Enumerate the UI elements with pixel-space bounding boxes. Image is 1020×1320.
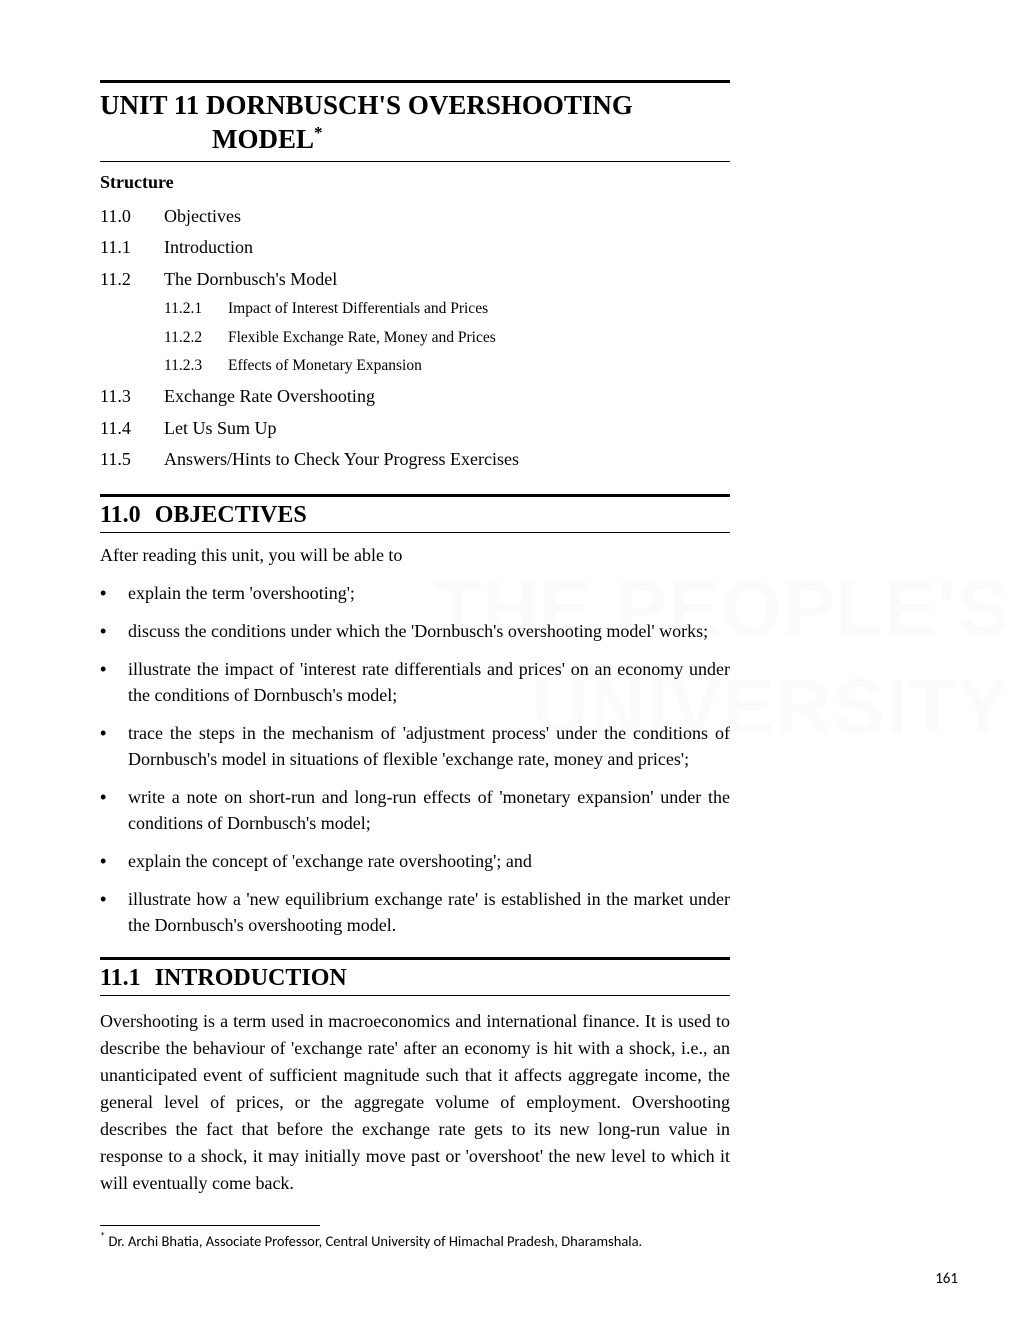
page-content: UNIT 11 DORNBUSCH'S OVERSHOOTING MODEL* … bbox=[100, 80, 730, 1249]
unit-title-block: UNIT 11 DORNBUSCH'S OVERSHOOTING MODEL* bbox=[100, 80, 730, 162]
toc-label: Answers/Hints to Check Your Progress Exe… bbox=[164, 444, 519, 476]
toc-sub-group: 11.2.1 Impact of Interest Differentials … bbox=[100, 295, 730, 381]
toc-sub-item: 11.2.3 Effects of Monetary Expansion bbox=[164, 352, 730, 381]
list-text: explain the term 'overshooting'; bbox=[128, 580, 730, 606]
toc-number: 11.1 bbox=[100, 232, 138, 264]
section-heading-block: 11.1 INTRODUCTION bbox=[100, 957, 730, 996]
toc-number: 11.2 bbox=[100, 264, 138, 296]
list-item: •illustrate the impact of 'interest rate… bbox=[100, 656, 730, 708]
list-text: illustrate the impact of 'interest rate … bbox=[128, 656, 730, 708]
footnote-mark: * bbox=[100, 1230, 105, 1243]
section-number: 11.1 bbox=[100, 965, 141, 992]
introduction-paragraph: Overshooting is a term used in macroecon… bbox=[100, 1008, 730, 1197]
list-item: •write a note on short-run and long-run … bbox=[100, 784, 730, 836]
list-item: •illustrate how a 'new equilibrium excha… bbox=[100, 886, 730, 938]
objectives-list: •explain the term 'overshooting'; •discu… bbox=[100, 580, 730, 939]
page-number: 161 bbox=[935, 1270, 958, 1288]
toc-item: 11.1 Introduction bbox=[100, 232, 730, 264]
bullet-icon: • bbox=[100, 580, 128, 606]
toc-sub-item: 11.2.2 Flexible Exchange Rate, Money and… bbox=[164, 324, 730, 353]
objectives-heading: 11.0 OBJECTIVES bbox=[100, 502, 730, 529]
section-title: OBJECTIVES bbox=[155, 502, 307, 529]
toc-item: 11.5 Answers/Hints to Check Your Progres… bbox=[100, 444, 730, 476]
toc-sub-number: 11.2.1 bbox=[164, 295, 210, 324]
bullet-icon: • bbox=[100, 886, 128, 938]
toc-label: The Dornbusch's Model bbox=[164, 264, 337, 296]
unit-title-line1: UNIT 11 DORNBUSCH'S OVERSHOOTING bbox=[100, 90, 633, 120]
title-asterisk: * bbox=[314, 123, 323, 142]
footnote: *Dr. Archi Bhatia, Associate Professor, … bbox=[100, 1230, 730, 1250]
list-text: explain the concept of 'exchange rate ov… bbox=[128, 848, 730, 874]
table-of-contents: 11.0 Objectives 11.1 Introduction 11.2 T… bbox=[100, 201, 730, 476]
bullet-icon: • bbox=[100, 784, 128, 836]
footnote-text: Dr. Archi Bhatia, Associate Professor, C… bbox=[108, 1231, 642, 1249]
introduction-heading: 11.1 INTRODUCTION bbox=[100, 965, 730, 992]
toc-label: Objectives bbox=[164, 201, 241, 233]
toc-sub-item: 11.2.1 Impact of Interest Differentials … bbox=[164, 295, 730, 324]
footnote-separator bbox=[100, 1225, 320, 1226]
section-heading-block: 11.0 OBJECTIVES bbox=[100, 494, 730, 533]
toc-label: Let Us Sum Up bbox=[164, 413, 277, 445]
toc-sub-label: Impact of Interest Differentials and Pri… bbox=[228, 295, 488, 324]
toc-number: 11.0 bbox=[100, 201, 138, 233]
list-text: illustrate how a 'new equilibrium exchan… bbox=[128, 886, 730, 938]
unit-title-line2: MODEL bbox=[212, 124, 314, 154]
section-number: 11.0 bbox=[100, 502, 141, 529]
toc-sub-label: Flexible Exchange Rate, Money and Prices bbox=[228, 324, 496, 353]
list-item: •trace the steps in the mechanism of 'ad… bbox=[100, 720, 730, 772]
unit-title: UNIT 11 DORNBUSCH'S OVERSHOOTING MODEL* bbox=[100, 89, 730, 157]
toc-label: Exchange Rate Overshooting bbox=[164, 381, 375, 413]
list-item: •explain the concept of 'exchange rate o… bbox=[100, 848, 730, 874]
toc-item: 11.4 Let Us Sum Up bbox=[100, 413, 730, 445]
list-item: •discuss the conditions under which the … bbox=[100, 618, 730, 644]
bullet-icon: • bbox=[100, 618, 128, 644]
list-item: •explain the term 'overshooting'; bbox=[100, 580, 730, 606]
toc-sub-number: 11.2.2 bbox=[164, 324, 210, 353]
toc-item: 11.0 Objectives bbox=[100, 201, 730, 233]
toc-item: 11.2 The Dornbusch's Model bbox=[100, 264, 730, 296]
toc-sub-label: Effects of Monetary Expansion bbox=[228, 352, 422, 381]
objectives-intro: After reading this unit, you will be abl… bbox=[100, 545, 730, 566]
toc-number: 11.3 bbox=[100, 381, 138, 413]
list-text: trace the steps in the mechanism of 'adj… bbox=[128, 720, 730, 772]
toc-sub-number: 11.2.3 bbox=[164, 352, 210, 381]
toc-label: Introduction bbox=[164, 232, 253, 264]
list-text: discuss the conditions under which the '… bbox=[128, 618, 730, 644]
toc-number: 11.4 bbox=[100, 413, 138, 445]
structure-heading: Structure bbox=[100, 172, 730, 193]
bullet-icon: • bbox=[100, 656, 128, 708]
bullet-icon: • bbox=[100, 720, 128, 772]
toc-item: 11.3 Exchange Rate Overshooting bbox=[100, 381, 730, 413]
list-text: write a note on short-run and long-run e… bbox=[128, 784, 730, 836]
bullet-icon: • bbox=[100, 848, 128, 874]
section-title: INTRODUCTION bbox=[155, 965, 347, 992]
toc-number: 11.5 bbox=[100, 444, 138, 476]
